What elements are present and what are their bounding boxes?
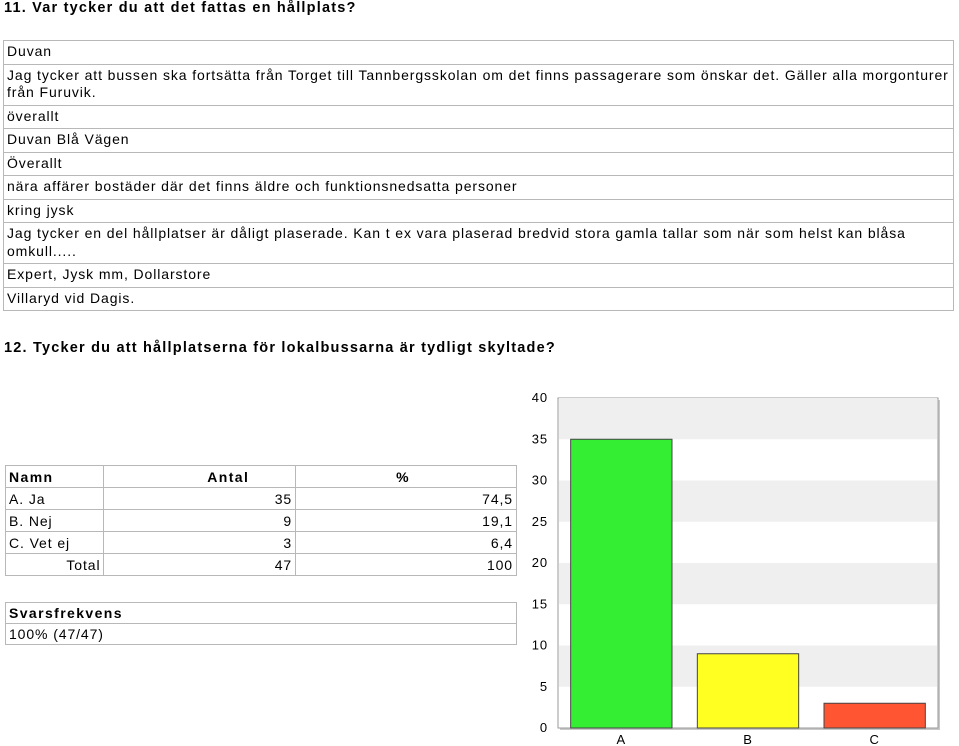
table-row: C. Vet ej 3 6,4 [4, 531, 517, 554]
row-count: 9 [103, 509, 297, 532]
answer-item: Jag tycker en del hållplatser är dåligt … [4, 223, 953, 264]
results-table: Namn Antal % A. Ja 35 74,5 B. Nej 9 19,1… [4, 465, 517, 576]
row-name: C. Vet ej [4, 531, 105, 554]
table-header-row: Namn Antal % [4, 465, 517, 488]
answer-item: nära affärer bostäder där det finns äldr… [4, 176, 953, 200]
answers-list: Duvan Jag tycker att bussen ska fortsätt… [3, 40, 954, 311]
x-tick-label: C [870, 732, 880, 746]
y-axis: 0 5 10 15 20 25 30 35 40 [532, 390, 548, 735]
bars [570, 438, 926, 729]
question-11-title: 11. Var tycker du att det fattas en håll… [4, 0, 357, 16]
header-name: Namn [4, 465, 105, 488]
answer-item: Villaryd vid Dagis. [7, 289, 136, 306]
answer-item: Expert, Jysk mm, Dollarstore [4, 264, 953, 288]
table-row: B. Nej 9 19,1 [4, 509, 517, 532]
response-rate-table: Svarsfrekvens 100% (47/47) [5, 602, 517, 645]
y-tick-label: 40 [532, 390, 548, 405]
answer-item: Jag tycker att bussen ska fortsätta från… [4, 65, 953, 106]
y-tick-label: 15 [532, 596, 548, 611]
row-percent: 74,5 [295, 487, 517, 510]
y-tick-label: 30 [532, 473, 548, 488]
grid-band [559, 398, 937, 440]
bar-chart: 0 5 10 15 20 25 30 35 40 A B C [532, 390, 940, 746]
x-tick-label: A [617, 732, 627, 746]
header-percent: % [295, 465, 517, 488]
header-count: Antal [103, 465, 297, 488]
row-name: A. Ja [4, 487, 105, 510]
answer-item: Duvan Blå Vägen [4, 129, 953, 153]
y-tick-label: 10 [532, 638, 548, 653]
bar-A [570, 438, 673, 729]
table-row: A. Ja 35 74,5 [4, 487, 517, 510]
total-percent: 100 [295, 553, 517, 576]
y-tick-label: 35 [532, 431, 548, 446]
total-count: 47 [103, 553, 297, 576]
y-tick-label: 5 [540, 679, 548, 694]
answer-item: Överallt [4, 153, 953, 176]
bar-C [823, 702, 926, 729]
bar-B [696, 653, 800, 729]
y-tick-label: 25 [532, 514, 548, 529]
response-rate-value: 100% (47/47) [5, 623, 517, 645]
row-percent: 6,4 [295, 531, 517, 554]
question-12-title: 12. Tycker du att hållplatserna för loka… [4, 340, 556, 356]
x-tick-label: B [743, 732, 753, 746]
row-count: 3 [103, 531, 297, 554]
row-count: 35 [103, 487, 297, 510]
answer-item: Duvan [4, 41, 953, 65]
response-rate-header: Svarsfrekvens [5, 602, 517, 624]
y-tick-label: 0 [540, 720, 548, 735]
total-label: Total [4, 553, 105, 576]
row-name: B. Nej [4, 509, 105, 532]
x-axis: A B C [617, 732, 880, 746]
answer-item: överallt [4, 106, 953, 129]
row-percent: 19,1 [295, 509, 517, 532]
table-total-row: Total 47 100 [4, 553, 517, 576]
y-tick-label: 20 [532, 555, 548, 570]
answer-item: kring jysk [4, 200, 953, 223]
